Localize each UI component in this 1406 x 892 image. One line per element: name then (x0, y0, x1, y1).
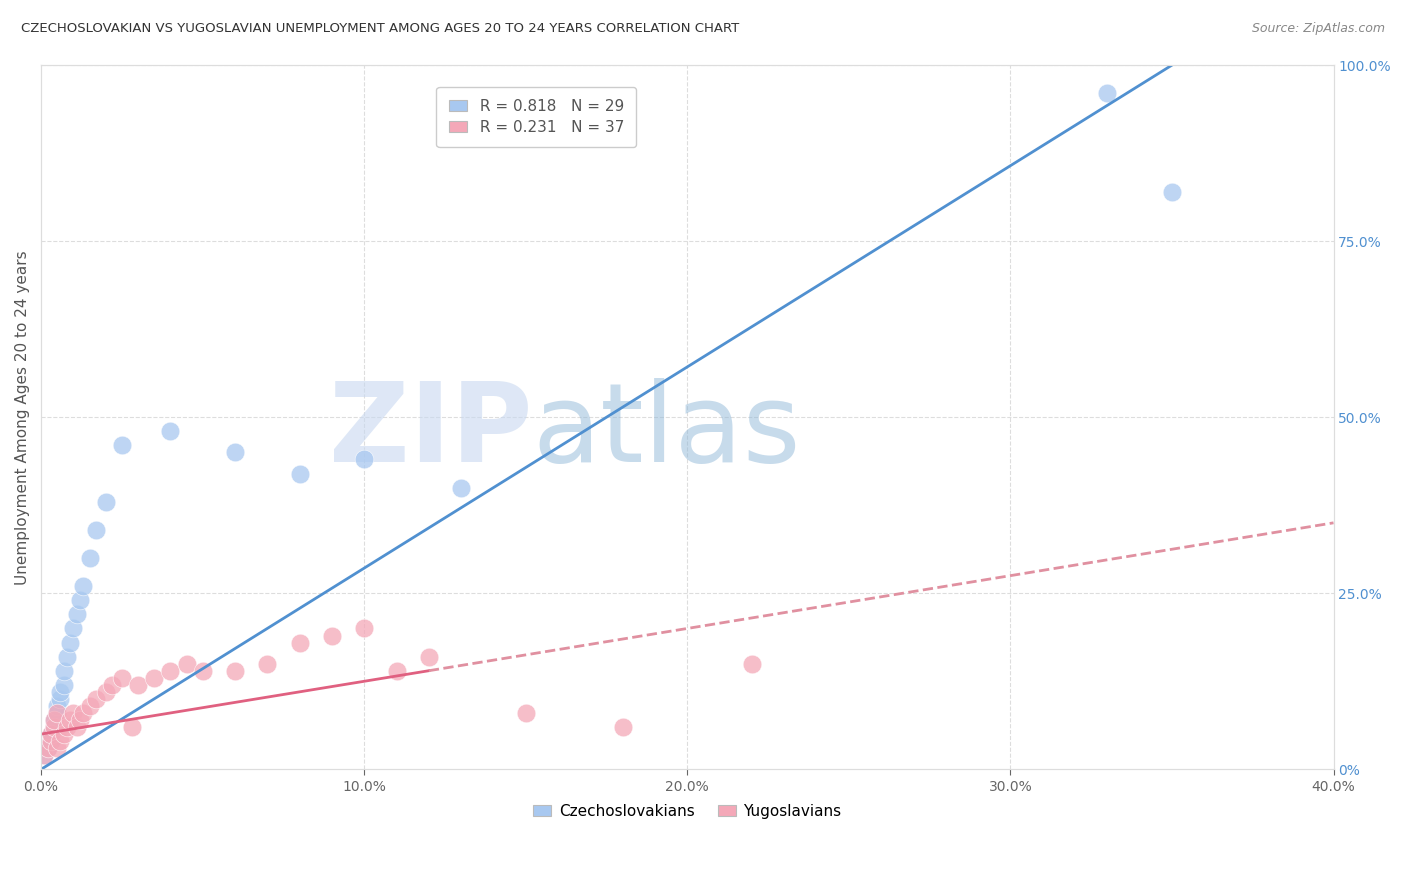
Point (46, 706, 69, 720)
Point (111, 671, 134, 685)
Text: atlas: atlas (533, 378, 801, 484)
Point (39, 727, 62, 741)
Y-axis label: Unemployment Among Ages 20 to 24 years: Unemployment Among Ages 20 to 24 years (15, 250, 30, 584)
Point (321, 628, 343, 642)
Point (159, 425, 181, 439)
Point (127, 678, 149, 692)
Point (66, 720, 89, 734)
Point (84, 523, 107, 537)
Point (39, 727, 62, 741)
Point (159, 664, 181, 678)
Point (42, 713, 65, 727)
Point (56, 720, 79, 734)
Point (49, 692, 72, 706)
Point (418, 649, 440, 664)
Legend: Czechoslovakians, Yugoslavians: Czechoslovakians, Yugoslavians (527, 797, 848, 825)
Point (59, 635, 82, 649)
Point (52, 678, 75, 692)
Point (39, 734, 62, 748)
Point (62, 622, 84, 636)
Point (224, 445, 246, 459)
Point (42, 720, 65, 734)
Point (49, 685, 72, 699)
Point (42, 720, 65, 734)
Point (69, 593, 91, 607)
Point (612, 720, 634, 734)
Point (56, 649, 79, 664)
Point (59, 713, 82, 727)
Point (121, 720, 143, 734)
Point (1097, 87, 1119, 101)
Point (34, 748, 56, 763)
Point (72, 706, 94, 720)
Point (353, 622, 375, 636)
Point (256, 657, 278, 671)
Point (42, 713, 65, 727)
Point (62, 706, 84, 720)
Point (143, 671, 166, 685)
Point (191, 664, 214, 678)
Point (37, 741, 59, 756)
Point (741, 657, 763, 671)
Text: CZECHOSLOVAKIAN VS YUGOSLAVIAN UNEMPLOYMENT AMONG AGES 20 TO 24 YEARS CORRELATIO: CZECHOSLOVAKIAN VS YUGOSLAVIAN UNEMPLOYM… (21, 22, 740, 36)
Point (34, 748, 56, 763)
Point (72, 579, 94, 593)
Point (288, 635, 311, 649)
Point (37, 741, 59, 756)
Point (101, 678, 124, 692)
Point (46, 698, 69, 713)
Point (224, 664, 246, 678)
Point (79, 551, 101, 566)
Point (1161, 185, 1184, 199)
Point (66, 607, 89, 622)
Point (69, 713, 91, 727)
Point (84, 692, 107, 706)
Point (52, 664, 75, 678)
Point (79, 698, 101, 713)
Point (52, 727, 75, 741)
Text: Source: ZipAtlas.com: Source: ZipAtlas.com (1251, 22, 1385, 36)
Point (49, 734, 72, 748)
Point (450, 481, 472, 495)
Point (39, 734, 62, 748)
Point (111, 438, 134, 452)
Point (515, 706, 537, 720)
Point (46, 706, 69, 720)
Point (353, 452, 375, 467)
Point (46, 741, 69, 756)
Point (94, 685, 117, 699)
Point (176, 657, 198, 671)
Point (288, 467, 311, 481)
Text: ZIP: ZIP (329, 378, 533, 484)
Point (94, 494, 117, 508)
Point (385, 664, 408, 678)
